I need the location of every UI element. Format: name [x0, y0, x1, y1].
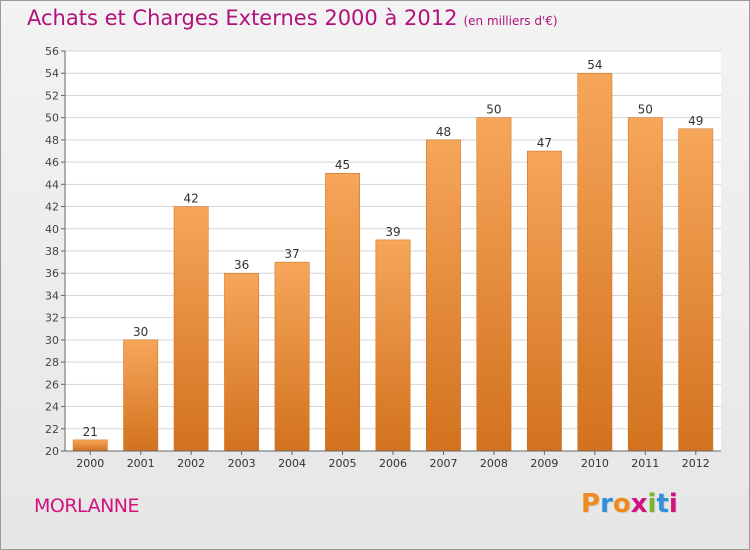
bar-value-label: 21 — [83, 425, 98, 439]
bar — [123, 339, 159, 452]
bar-value-label: 42 — [184, 192, 199, 206]
y-tick-label: 30 — [45, 334, 59, 347]
y-tick-label: 50 — [45, 112, 59, 125]
bar-value-label: 36 — [234, 258, 249, 272]
y-tick-label: 26 — [45, 378, 59, 391]
x-tick-label: 2005 — [329, 457, 357, 470]
y-tick-label: 48 — [45, 134, 59, 147]
logo-letter: i — [668, 489, 678, 519]
x-tick-label: 2000 — [76, 457, 104, 470]
bar — [274, 261, 310, 452]
chart-title: Achats et Charges Externes 2000 à 2012 (e… — [27, 6, 558, 30]
y-tick-label: 40 — [45, 223, 59, 236]
x-tick-label: 2012 — [682, 457, 710, 470]
y-tick-label: 32 — [45, 312, 59, 325]
y-tick-label: 44 — [45, 178, 59, 191]
bar — [72, 439, 108, 452]
chart-title-text: Achats et Charges Externes 2000 à 2012 — [27, 6, 458, 30]
bar — [476, 117, 512, 452]
commune-name: MORLANNE — [34, 495, 140, 517]
bar — [678, 128, 714, 452]
bar-value-label: 30 — [133, 325, 148, 339]
logo-letter: t — [656, 489, 669, 519]
x-tick-label: 2001 — [127, 457, 155, 470]
bar — [577, 72, 613, 452]
logo-letter: r — [600, 489, 613, 519]
proxiti-logo: Proxiti — [581, 489, 678, 519]
y-tick-label: 34 — [45, 289, 59, 302]
y-tick-label: 36 — [45, 267, 59, 280]
bar-value-label: 39 — [385, 225, 400, 239]
x-tick-label: 2002 — [177, 457, 205, 470]
x-tick-label: 2006 — [379, 457, 407, 470]
chart-subtitle: (en milliers d'€) — [463, 14, 558, 28]
y-tick-label: 52 — [45, 89, 59, 102]
bar-value-label: 50 — [638, 103, 653, 117]
bar-value-label: 49 — [688, 114, 703, 128]
bar-value-label: 37 — [284, 247, 299, 261]
y-tick-label: 20 — [45, 445, 59, 458]
x-tick-label: 2009 — [530, 457, 558, 470]
y-tick-label: 54 — [45, 67, 59, 80]
x-tick-label: 2008 — [480, 457, 508, 470]
bar-value-label: 54 — [587, 58, 602, 72]
y-tick-label: 38 — [45, 245, 59, 258]
bar — [325, 172, 360, 452]
x-tick-label: 2007 — [429, 457, 457, 470]
bar-value-label: 50 — [486, 103, 501, 117]
y-tick-label: 42 — [45, 201, 59, 214]
bar — [224, 272, 260, 452]
x-tick-label: 2010 — [581, 457, 609, 470]
logo-letter: o — [612, 489, 631, 519]
y-tick-label: 22 — [45, 423, 59, 436]
bar — [627, 117, 663, 452]
logo-letter: P — [581, 489, 601, 519]
bar-value-label: 47 — [537, 136, 552, 150]
x-tick-label: 2011 — [631, 457, 659, 470]
bar — [375, 239, 411, 452]
logo-letter: x — [630, 489, 648, 519]
bar — [426, 139, 461, 452]
bar-value-label: 45 — [335, 158, 350, 172]
bar-value-label: 48 — [436, 125, 451, 139]
y-tick-label: 46 — [45, 156, 59, 169]
bar — [173, 206, 209, 452]
y-tick-label: 28 — [45, 356, 59, 369]
x-tick-label: 2003 — [228, 457, 256, 470]
y-tick-label: 24 — [45, 401, 59, 414]
y-tick-label: 56 — [45, 45, 59, 58]
logo-letter: i — [647, 489, 657, 519]
x-tick-label: 2004 — [278, 457, 306, 470]
bar — [526, 150, 562, 452]
